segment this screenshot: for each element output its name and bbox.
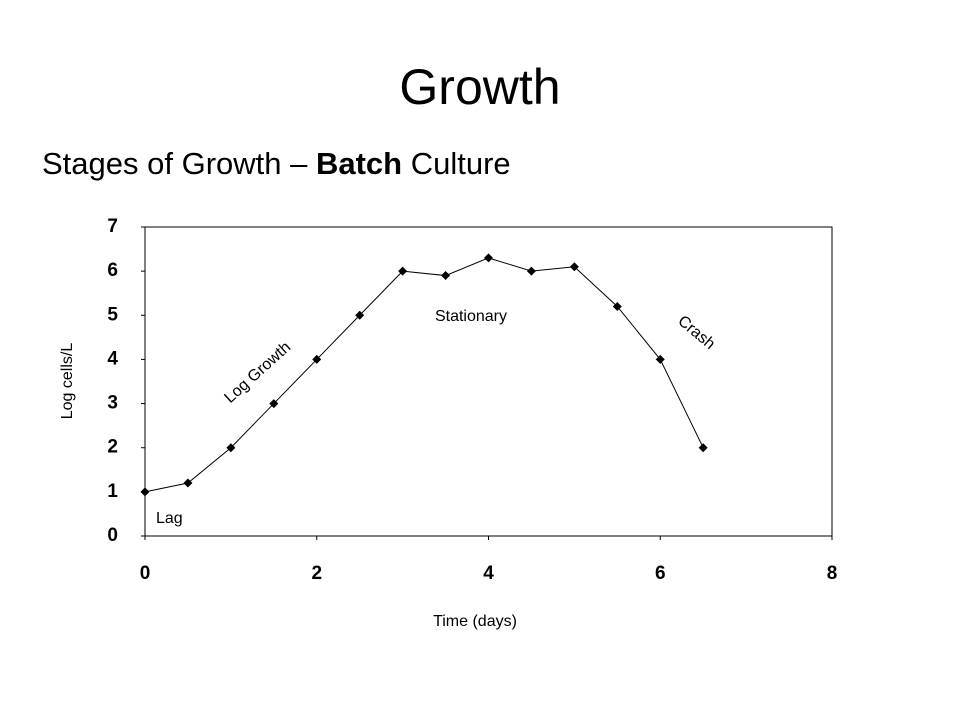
slide-title: Growth <box>399 59 561 115</box>
subtitle-part: Stages of Growth – <box>42 146 316 181</box>
x-axis-label: Time (days) <box>433 613 517 630</box>
y-tick-label: 3 <box>107 393 118 414</box>
data-marker <box>269 399 279 409</box>
x-tick-label: 0 <box>140 563 151 584</box>
data-marker <box>484 253 493 263</box>
annotation: Lag <box>156 510 183 527</box>
data-marker <box>441 271 451 281</box>
data-marker <box>140 487 150 497</box>
data-marker <box>655 354 665 364</box>
x-tick-label: 8 <box>827 563 838 584</box>
y-tick-label: 5 <box>107 304 118 325</box>
annotation: Crash <box>674 313 718 353</box>
y-tick-label: 1 <box>107 481 118 502</box>
y-tick-label: 4 <box>107 348 118 369</box>
data-marker <box>526 266 536 276</box>
data-marker <box>183 478 193 488</box>
y-axis-label: Log cells/L <box>59 343 76 420</box>
data-marker <box>698 443 708 453</box>
y-tick-label: 2 <box>107 437 118 458</box>
x-tick-label: 6 <box>655 563 666 584</box>
y-tick-label: 6 <box>107 260 118 281</box>
data-marker <box>569 262 579 272</box>
annotation: Stationary <box>435 308 507 325</box>
data-marker <box>226 443 236 453</box>
annotation: Log Growth <box>221 339 294 407</box>
y-tick-label: 0 <box>107 525 118 546</box>
x-tick-label: 4 <box>483 563 494 584</box>
data-marker <box>612 301 622 311</box>
subtitle-part: Culture <box>402 146 511 181</box>
data-marker <box>355 310 365 320</box>
data-marker <box>312 354 322 364</box>
data-line <box>144 257 704 493</box>
subtitle-bold: Batch <box>315 146 403 181</box>
y-tick-label: 7 <box>107 216 118 237</box>
x-tick-label: 2 <box>311 563 322 584</box>
data-marker <box>398 266 408 276</box>
slide-subtitle: Stages of Growth – Batch Culture <box>42 146 511 182</box>
